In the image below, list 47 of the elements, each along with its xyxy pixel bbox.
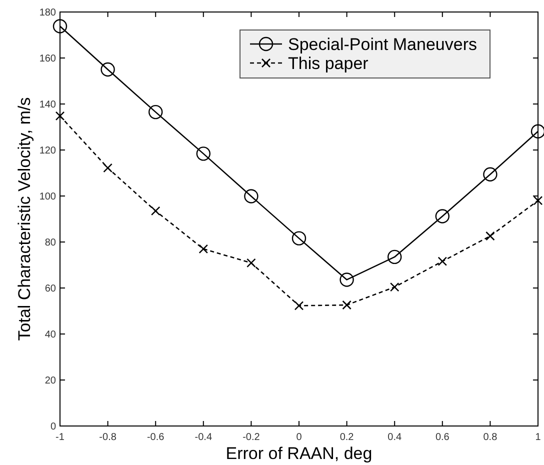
point xyxy=(244,189,258,204)
point xyxy=(246,258,256,268)
x-axis-title: Error of RAAN, deg xyxy=(226,444,372,463)
y-tick-label: 40 xyxy=(44,330,56,340)
y-tick-label: 80 xyxy=(44,238,56,248)
point xyxy=(55,111,65,121)
point xyxy=(198,244,208,254)
point xyxy=(533,196,543,206)
x-tick-label: 1 xyxy=(535,432,542,443)
x-tick-label: -1 xyxy=(56,432,65,443)
point xyxy=(486,231,495,241)
point xyxy=(150,206,160,216)
point xyxy=(390,282,400,292)
point xyxy=(103,163,112,173)
x-tick-label: 0 xyxy=(296,432,302,443)
y-tick-label: 60 xyxy=(44,284,56,294)
x-tick-label: -0.2 xyxy=(242,432,260,443)
y-tick-label: 0 xyxy=(50,422,56,432)
x-tick-label: 0.6 xyxy=(435,432,450,443)
point xyxy=(294,301,304,310)
point xyxy=(340,272,354,287)
y-axis-title: Total Characteristic Velocity, m/s xyxy=(15,97,34,341)
x-tick-label: -0.8 xyxy=(99,432,117,443)
legend-label: This paper xyxy=(288,54,369,73)
point xyxy=(52,19,68,34)
point xyxy=(435,209,450,224)
x-tick-label: -0.4 xyxy=(194,432,212,443)
y-tick-label: 140 xyxy=(39,100,56,110)
y-tick-label: 160 xyxy=(39,54,56,64)
point xyxy=(483,167,498,182)
x-tick-label: 0.4 xyxy=(388,432,402,443)
point xyxy=(196,146,210,161)
point xyxy=(148,104,163,120)
point xyxy=(530,124,544,138)
point xyxy=(388,250,402,264)
y-tick-label: 100 xyxy=(39,192,56,202)
point xyxy=(292,231,306,246)
x-tick-label: 0.8 xyxy=(483,432,498,443)
x-tick-label: -0.6 xyxy=(146,432,165,443)
y-tick-label: 120 xyxy=(39,146,56,156)
point xyxy=(342,300,352,310)
point xyxy=(100,62,115,77)
x-tick-label: 0.2 xyxy=(340,432,354,443)
point xyxy=(438,256,448,266)
y-tick-label: 20 xyxy=(44,376,56,386)
legend-label: Special-Point Maneuvers xyxy=(288,35,477,54)
y-tick-label: 180 xyxy=(39,8,56,18)
